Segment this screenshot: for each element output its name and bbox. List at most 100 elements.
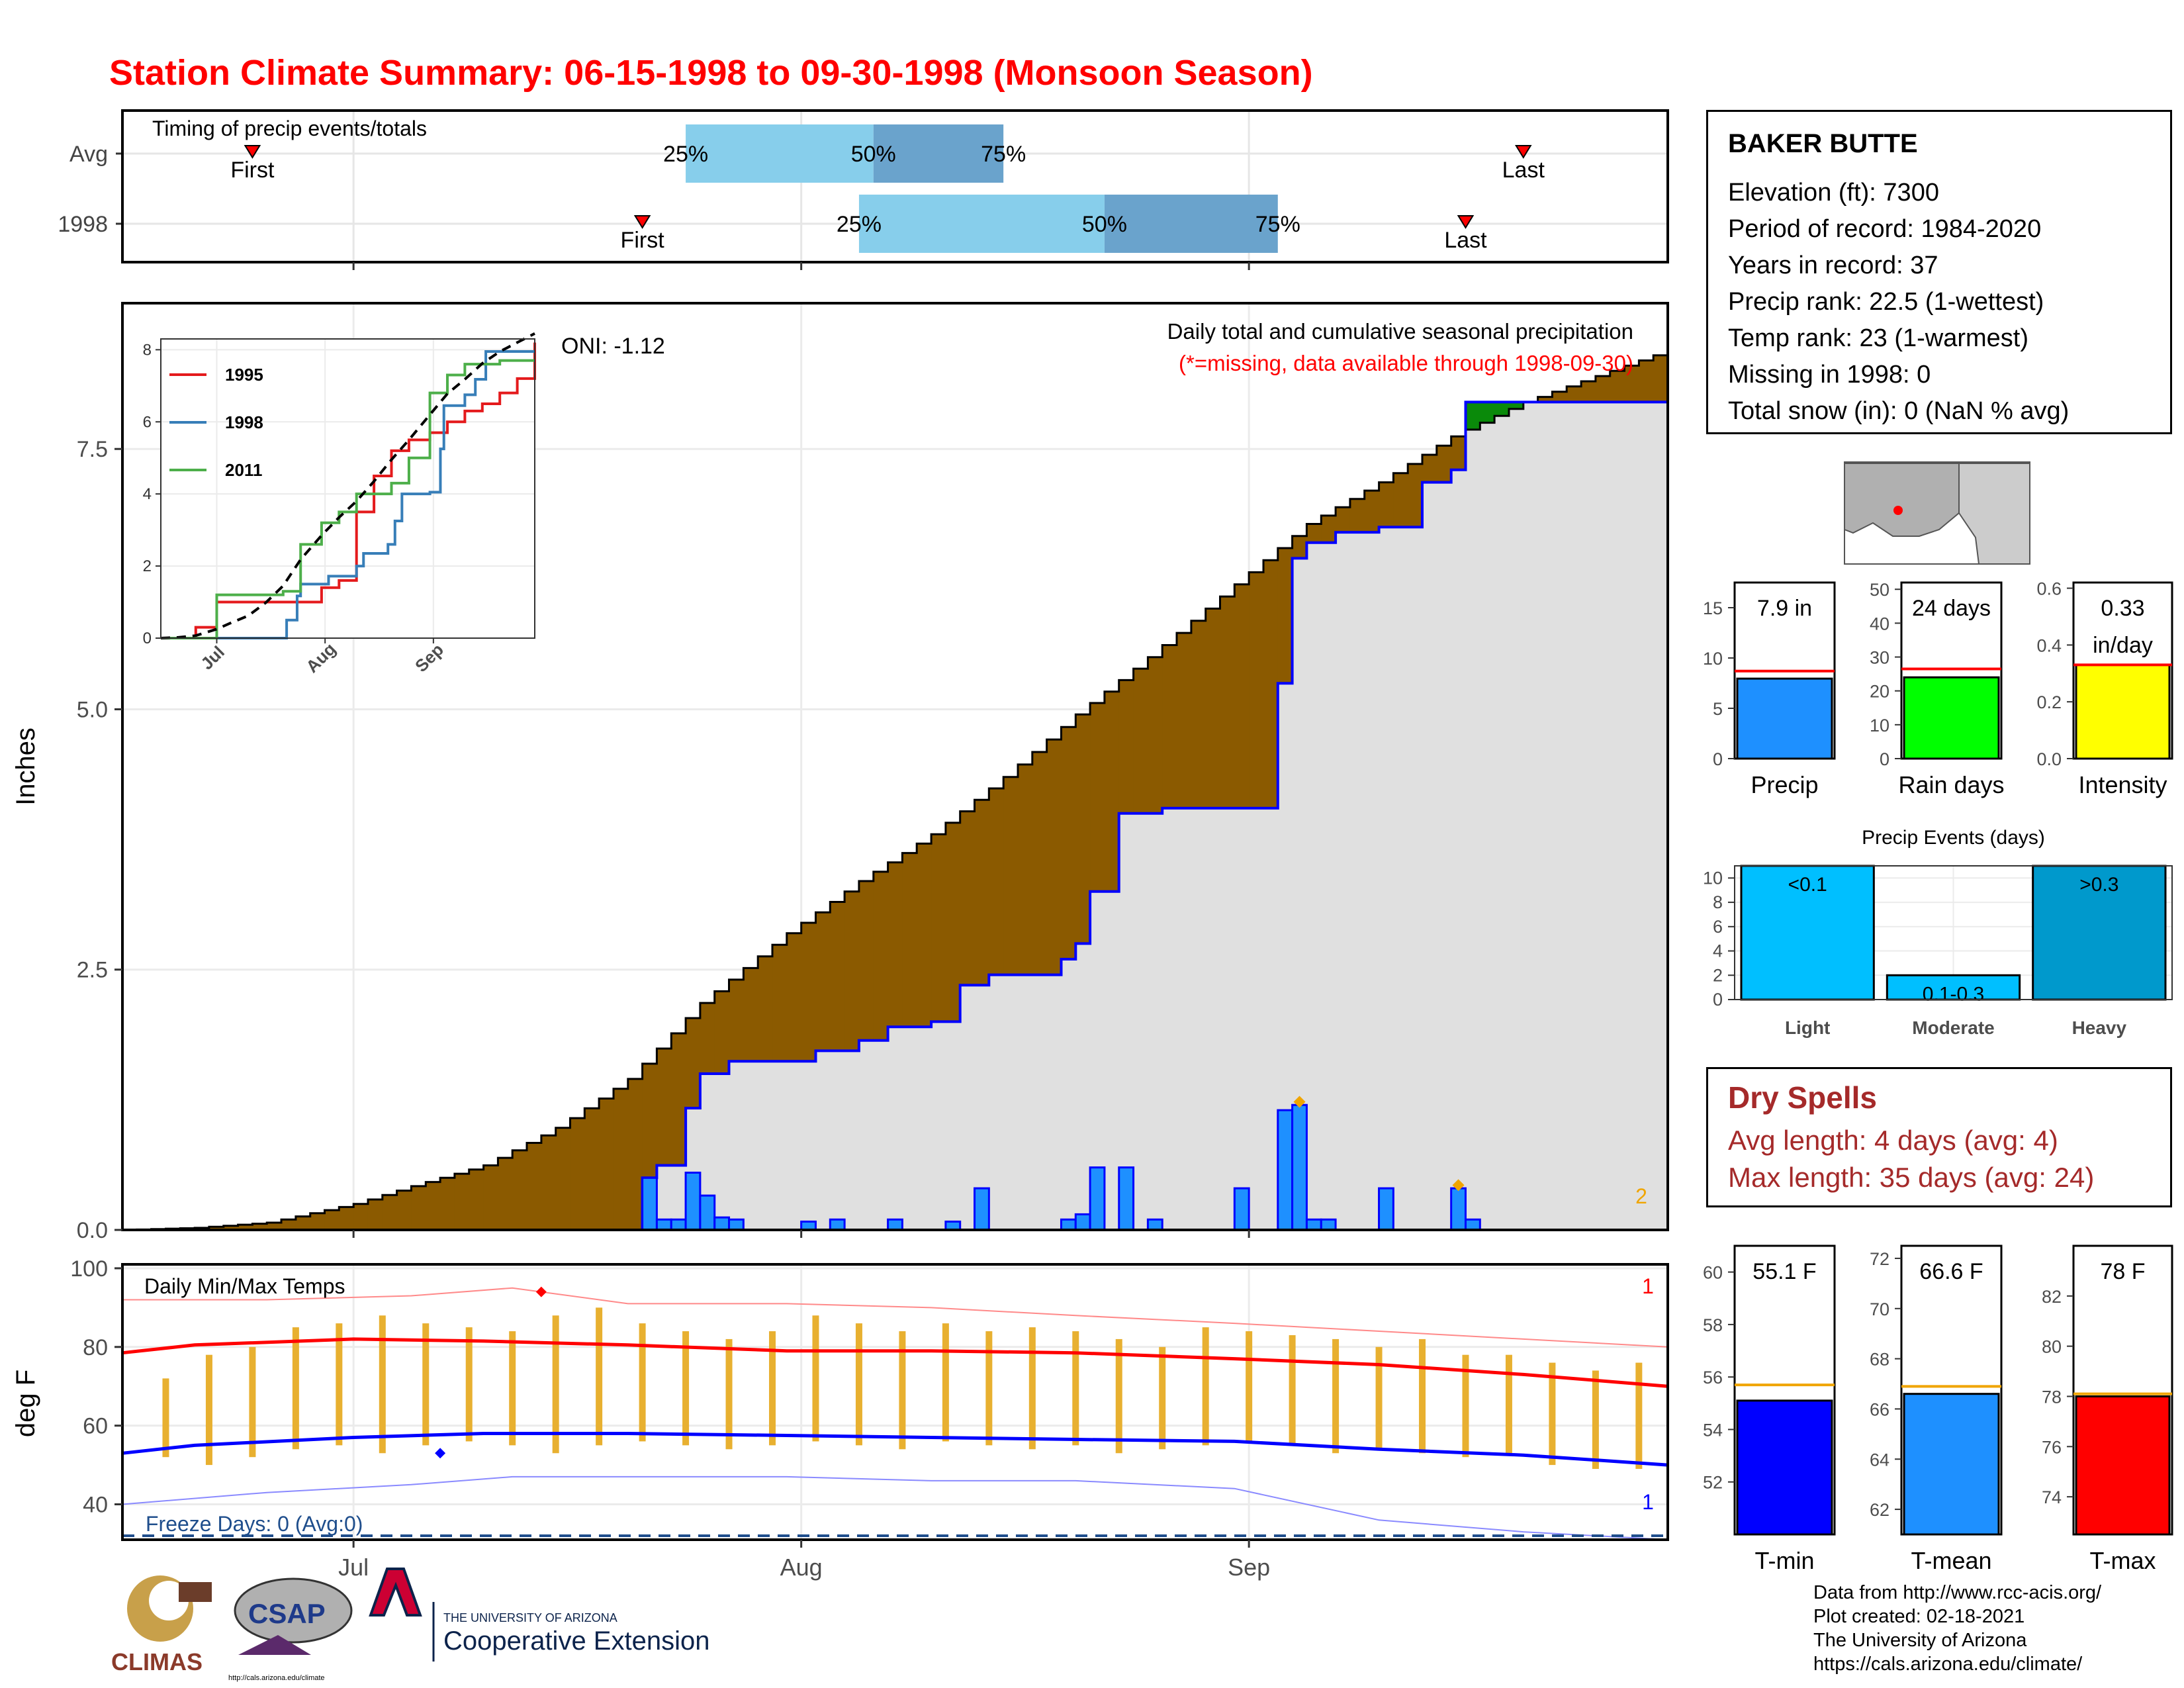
precip-deficit-area [324,1210,340,1230]
precip-deficit-area [1191,620,1206,808]
precip-flag-marker [1452,1179,1465,1192]
precip-deficit-area [310,1213,326,1230]
mini-panel-ytick-label: 0 [1713,749,1723,769]
precip-deficit-area [700,1003,715,1074]
dry-spells-box: Dry Spells Avg length: 4 days (avg: 4) M… [1706,1067,2172,1207]
station-info-box: BAKER BUTTE Elevation (ft): 7300 Period … [1706,110,2172,434]
mini-panel-value-label: 7.9 in [1757,596,1812,621]
dry-spells-avg: Avg length: 4 days (avg: 4) [1728,1125,2058,1156]
precip-deficit-area [613,1088,629,1230]
mini-panel-ytick-label: 40 [1870,614,1889,633]
precip-deficit-area [527,1143,542,1230]
precip-deficit-area [786,933,802,1062]
mini-panel-ytick-label: 5 [1713,699,1723,719]
mini-panel-ytick-label: 78 [2042,1387,2062,1407]
precip-deficit-area [960,811,976,986]
temps-daily-range-bar [205,1354,212,1466]
temps-record-high-marker [535,1286,547,1297]
temps-daily-range-bar [1289,1335,1296,1446]
precip-deficit-area [1061,727,1076,960]
inset-ytick-label: 4 [143,485,152,503]
precip-observed-area [122,402,1668,1230]
timing-q25-q50-bar [686,124,874,183]
csap-wordmark: CSAP [248,1598,326,1629]
temps-daily-range-bar [249,1346,256,1458]
temps-daily-range-bar [899,1331,906,1450]
precip-deficit-area [454,1174,470,1230]
timing-last-label: Last [1444,228,1487,253]
timing-row-label: Avg [69,142,108,167]
precip-surplus-area [1494,402,1510,416]
precip-deficit-area [772,945,788,1062]
footer-line: The University of Arizona [1813,1630,2027,1651]
precip-daily-bar [887,1218,903,1231]
temps-daily-range-bar [1592,1370,1599,1470]
precip-surplus-area [1508,402,1524,409]
precip-deficit-area [1595,376,1611,402]
mini-panel-bar-t-max [2075,1395,2171,1536]
precip-daily-bar [728,1218,745,1231]
precip-events-title: Precip Events (days) [1862,827,2045,849]
precip-deficit-area [714,991,730,1074]
precip-corner-count: 2 [1635,1184,1647,1208]
temps-daily-range-bar [596,1307,603,1446]
inset-average-line [160,332,535,639]
inset-legend-label: 2011 [225,460,262,480]
timing-first-marker [633,215,651,229]
precip-events-ytick-label: 10 [1703,868,1723,888]
temps-daily-range-bar [1549,1362,1556,1466]
precip-deficit-area [1639,360,1654,402]
temps-ytick-label: 40 [83,1493,108,1518]
precip-deficit-area [440,1178,455,1230]
mini-panel-ytick-label: 68 [1870,1350,1889,1370]
footer-line: Plot created: 02-18-2021 [1813,1606,2025,1627]
mini-panel-ytick-label: 56 [1703,1368,1723,1387]
precip-daily-bar [713,1216,731,1231]
precip-deficit-area [627,1078,643,1230]
temps-daily-range-bar [465,1327,473,1442]
precip-daily-bar [974,1187,990,1231]
inset-series-1998 [161,350,535,639]
precip-deficit-area [1032,751,1048,975]
timing-last-marker [1457,215,1475,229]
precip-daily-bar [1320,1218,1337,1231]
precip-daily-bar [1305,1218,1322,1231]
precip-deficit-area [989,788,1004,975]
precip-deficit-area [295,1216,311,1230]
oni-label: ONI: -1.12 [561,334,665,359]
temps-daily-range-bar [639,1323,646,1442]
precip-deficit-area [208,1227,224,1230]
precip-events-bar-label: <0.1 [1788,874,1827,896]
precip-deficit-area [902,853,917,1027]
precip-deficit-area [1148,657,1163,814]
precip-deficit-area [353,1203,369,1230]
logos: CLIMAS CSAP http://cals.arizona.edu/clim… [111,1568,709,1682]
precip-deficit-area [1408,463,1423,528]
precip-chart: 2 Daily total and cumulative seasonal pre… [11,302,1669,1243]
precip-deficit-area [1234,584,1250,808]
timing-quantile-label: 25% [663,142,708,167]
temps-daily-range-bar [942,1323,949,1442]
inset-series-1995 [161,342,536,639]
precip-deficit-area [339,1207,354,1230]
precip-daily-bar [1074,1213,1091,1231]
mini-panel-ytick-label: 0 [1880,749,1889,769]
station-info-row: Period of record: 1984-2020 [1728,215,2042,243]
precip-deficit-area [1090,703,1105,892]
timing-plot-frame [121,109,1669,263]
timing-title: Timing of precip events/totals [152,117,427,140]
precip-daily-bar [1378,1187,1394,1231]
precip-daily-bar [699,1194,716,1231]
page-title: Station Climate Summary: 06-15-1998 to 0… [109,53,1313,93]
inset-legend-label: 1998 [225,412,263,432]
university-of-arizona-logo: THE UNIVERSITY OF ARIZONA Cooperative Ex… [369,1568,709,1662]
mini-panel-ytick-label: 54 [1703,1420,1723,1440]
mini-panel-category-label: Precip [1751,771,1818,798]
temps-avg-min-line [122,1432,1668,1467]
temps-daily-range-bar [1462,1354,1469,1458]
precip-deficit-area [498,1158,513,1230]
dry-spells-title: Dry Spells [1728,1080,1877,1115]
precip-daily-bar [655,1218,672,1231]
precip-deficit-area [1422,455,1437,483]
